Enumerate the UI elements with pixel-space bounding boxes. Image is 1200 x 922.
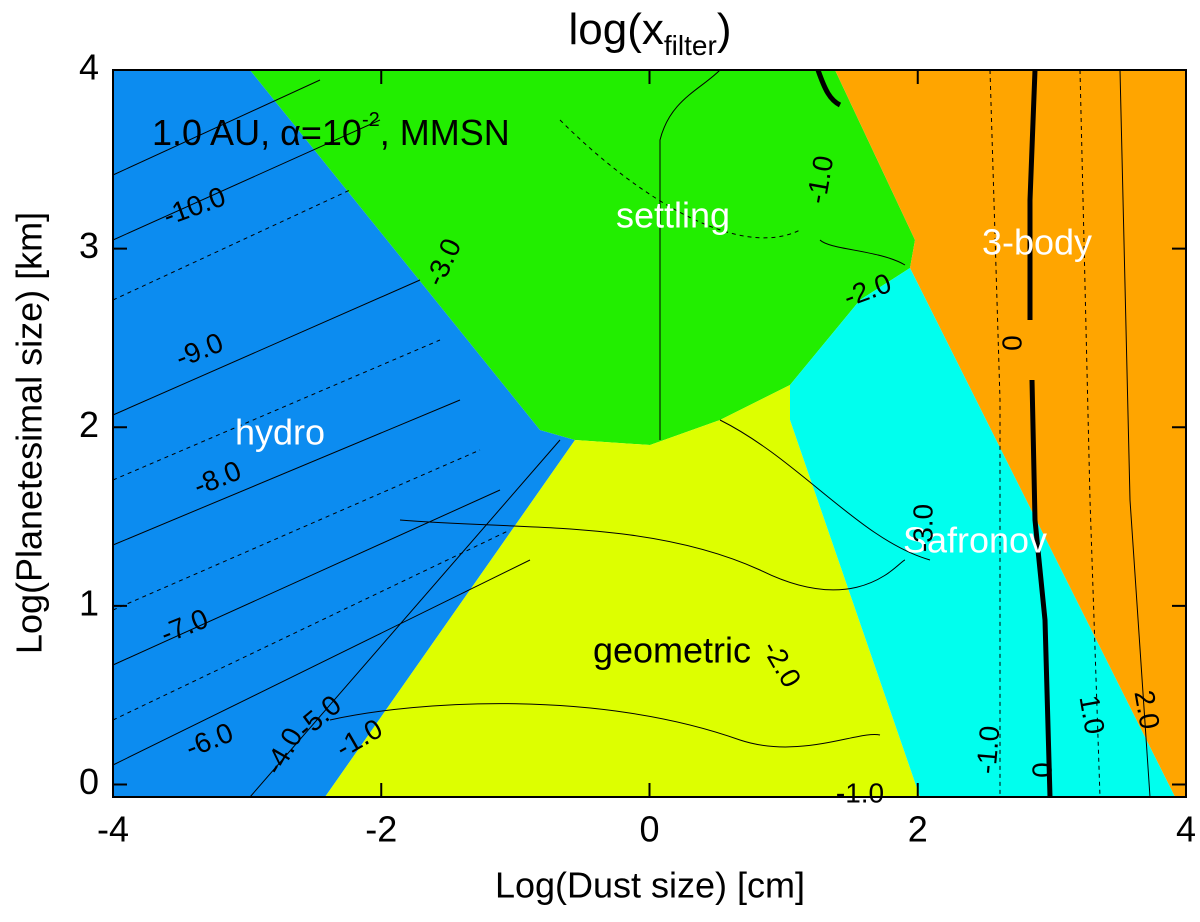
contour-label: -1.0 bbox=[836, 777, 884, 808]
contour-line bbox=[399, 519, 906, 591]
contour-line bbox=[659, 69, 721, 440]
contour-line bbox=[112, 489, 501, 666]
region-3body bbox=[835, 70, 1186, 797]
region-label: settling bbox=[616, 195, 730, 236]
contour-label: -3.0 bbox=[907, 504, 938, 552]
x-axis-label: Log(Dust size) [cm] bbox=[495, 865, 805, 906]
region-geometric bbox=[325, 385, 920, 797]
region-label: 3-body bbox=[982, 222, 1092, 263]
x-tick-label: -2 bbox=[365, 809, 397, 850]
region-label: hydro bbox=[235, 412, 325, 453]
annotation: 1.0 AU, α=10-2, MMSN bbox=[152, 109, 510, 152]
title-main: log(x bbox=[569, 5, 664, 54]
chart-title: log(xfilter) bbox=[569, 5, 732, 62]
note-sup: -2 bbox=[362, 109, 380, 131]
regions bbox=[113, 70, 1186, 797]
region-safronov bbox=[790, 268, 1175, 797]
contour-label: 2.0 bbox=[1128, 688, 1165, 732]
contour-line bbox=[719, 419, 931, 561]
contour-lines bbox=[112, 69, 1151, 798]
y-tick-label: 4 bbox=[79, 47, 99, 88]
x-tick-label: -4 bbox=[97, 809, 129, 850]
contour-line bbox=[819, 239, 906, 266]
region-label: Safronov bbox=[903, 520, 1047, 561]
y-axis-label: Log(Planetesimal size) [km] bbox=[9, 212, 50, 654]
contour-line bbox=[1119, 69, 1151, 798]
contour-line bbox=[112, 399, 461, 546]
contour-label: -1.0 bbox=[970, 724, 1005, 775]
y-tick-label: 1 bbox=[79, 582, 99, 623]
region-label: geometric bbox=[593, 630, 751, 671]
x-tick-label: 0 bbox=[639, 809, 659, 850]
contour-label: 0 bbox=[1027, 762, 1058, 778]
y-tick-label: 3 bbox=[79, 225, 99, 266]
y-tick-label: 0 bbox=[79, 761, 99, 802]
title-end: ) bbox=[717, 5, 732, 54]
contour-line bbox=[112, 79, 321, 176]
contour-line bbox=[112, 559, 531, 766]
contour-line-thick bbox=[1027, 69, 1053, 798]
note-end: , MMSN bbox=[380, 112, 510, 153]
contour-line bbox=[112, 119, 381, 241]
title-sub: filter bbox=[664, 30, 717, 61]
contour-label: 1.0 bbox=[1073, 693, 1110, 737]
contour-line bbox=[329, 703, 881, 748]
x-tick-label: 2 bbox=[908, 809, 928, 850]
contour-label: 0 bbox=[997, 335, 1028, 351]
contour-line-thick bbox=[815, 69, 842, 108]
region-hydro bbox=[113, 70, 575, 797]
contour-line bbox=[112, 69, 1101, 798]
region-settling bbox=[250, 70, 915, 445]
contour-line bbox=[112, 279, 421, 416]
y-tick-label: 2 bbox=[79, 404, 99, 445]
note-main: 1.0 AU, α=10 bbox=[152, 112, 362, 153]
contour-line bbox=[249, 439, 561, 798]
x-tick-label: 4 bbox=[1176, 809, 1196, 850]
